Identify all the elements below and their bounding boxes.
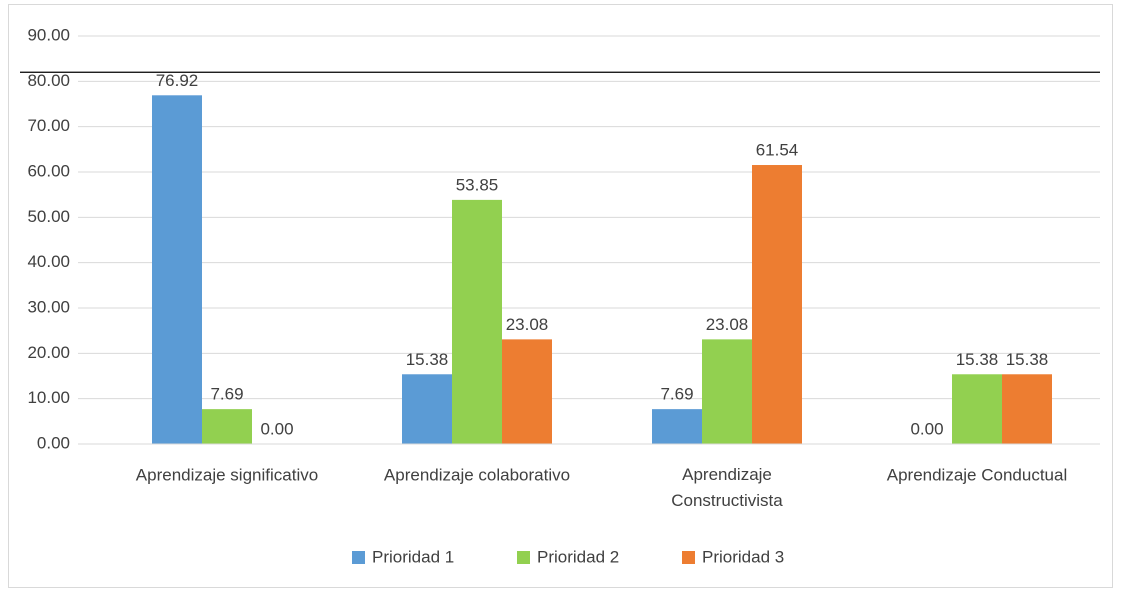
bar <box>752 165 802 444</box>
x-tick-label-line: Constructivista <box>671 491 783 510</box>
bar <box>652 409 702 444</box>
bar <box>402 374 452 444</box>
x-tick-label: Aprendizaje colaborativo <box>384 465 570 484</box>
bar <box>152 95 202 445</box>
data-label: 23.08 <box>506 315 549 334</box>
x-tick-label: Aprendizaje Conductual <box>887 465 1068 484</box>
legend-label: Prioridad 3 <box>702 547 784 566</box>
bar <box>702 339 752 444</box>
y-tick-label: 70.00 <box>27 116 70 135</box>
data-label: 61.54 <box>756 141 799 160</box>
data-label: 76.92 <box>156 71 199 90</box>
data-label: 0.00 <box>260 419 293 438</box>
data-label: 15.38 <box>406 350 449 369</box>
data-label: 0.00 <box>910 419 943 438</box>
legend-swatch <box>517 551 530 564</box>
y-tick-label: 90.00 <box>27 25 70 44</box>
bar <box>452 199 502 444</box>
y-tick-label: 50.00 <box>27 207 70 226</box>
y-tick-label: 40.00 <box>27 252 70 271</box>
y-tick-label: 0.00 <box>37 433 70 452</box>
legend-swatch <box>352 551 365 564</box>
data-label: 53.85 <box>456 175 499 194</box>
data-label: 7.69 <box>660 385 693 404</box>
y-tick-label: 80.00 <box>27 71 70 90</box>
legend-label: Prioridad 1 <box>372 547 454 566</box>
data-label: 15.38 <box>1006 350 1049 369</box>
x-tick-label: Aprendizaje significativo <box>136 465 318 484</box>
bar <box>952 374 1002 444</box>
y-tick-label: 30.00 <box>27 297 70 316</box>
bar <box>202 409 252 444</box>
x-tick-label-line: Aprendizaje <box>682 465 772 484</box>
y-tick-label: 10.00 <box>27 388 70 407</box>
data-label: 15.38 <box>956 350 999 369</box>
legend-swatch <box>682 551 695 564</box>
legend-label: Prioridad 2 <box>537 547 619 566</box>
y-tick-label: 60.00 <box>27 161 70 180</box>
bar <box>1002 374 1052 444</box>
x-tick-label: Aprendizaje Constructivista <box>671 465 783 510</box>
data-label: 7.69 <box>210 385 243 404</box>
bar <box>502 339 552 444</box>
y-tick-label: 20.00 <box>27 343 70 362</box>
data-label: 23.08 <box>706 315 749 334</box>
